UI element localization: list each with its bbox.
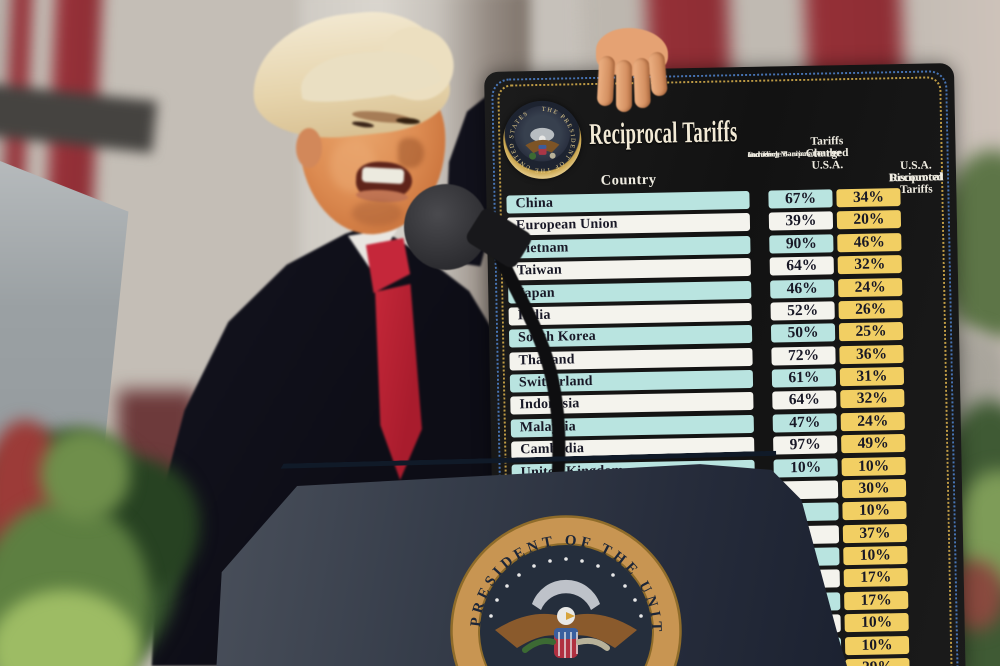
presidential-seal-podium: PRESIDENT OF THE UNITED — [448, 508, 682, 666]
chin-shadow — [352, 200, 402, 226]
bush-left — [40, 430, 130, 520]
nose-shadow — [398, 138, 424, 168]
seal-olive-branch — [522, 638, 556, 653]
seal-stars — [489, 557, 643, 618]
seal-glory — [532, 579, 600, 610]
reciprocal-tariffs-board: THE PRESIDENT OF THE UNITED STATES Recip… — [484, 62, 967, 666]
ear — [296, 128, 322, 168]
finger — [616, 60, 632, 112]
presidential-seal-small: THE PRESIDENT OF THE UNITED STATES — [502, 100, 583, 180]
seal-arrows — [576, 637, 610, 651]
